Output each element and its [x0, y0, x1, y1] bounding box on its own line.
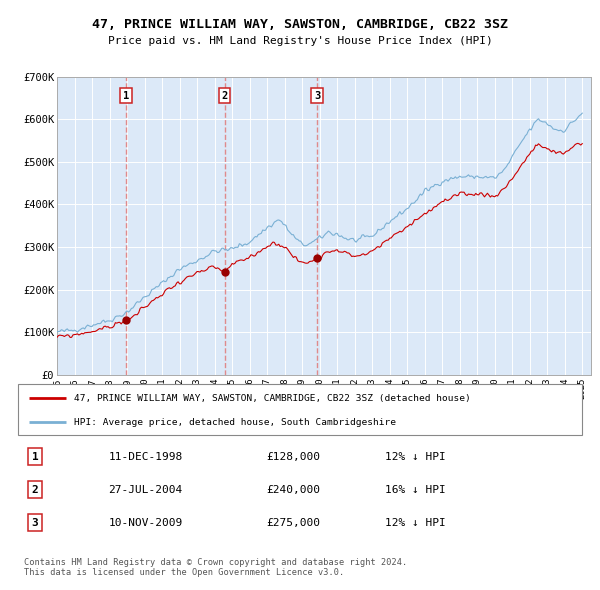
Text: 2: 2 — [32, 485, 38, 494]
Text: 47, PRINCE WILLIAM WAY, SAWSTON, CAMBRIDGE, CB22 3SZ (detached house): 47, PRINCE WILLIAM WAY, SAWSTON, CAMBRID… — [74, 394, 471, 402]
Text: 27-JUL-2004: 27-JUL-2004 — [108, 485, 182, 494]
Text: 3: 3 — [314, 91, 320, 101]
Text: 3: 3 — [32, 518, 38, 528]
Text: £275,000: £275,000 — [266, 518, 320, 528]
Text: 1: 1 — [123, 91, 129, 101]
Text: 47, PRINCE WILLIAM WAY, SAWSTON, CAMBRIDGE, CB22 3SZ: 47, PRINCE WILLIAM WAY, SAWSTON, CAMBRID… — [92, 18, 508, 31]
Text: £128,000: £128,000 — [266, 451, 320, 461]
Text: 12% ↓ HPI: 12% ↓ HPI — [385, 518, 445, 528]
Text: 10-NOV-2009: 10-NOV-2009 — [108, 518, 182, 528]
Text: 2: 2 — [221, 91, 227, 101]
Text: 12% ↓ HPI: 12% ↓ HPI — [385, 451, 445, 461]
Text: 1: 1 — [32, 451, 38, 461]
Text: Contains HM Land Registry data © Crown copyright and database right 2024.
This d: Contains HM Land Registry data © Crown c… — [24, 558, 407, 577]
Text: HPI: Average price, detached house, South Cambridgeshire: HPI: Average price, detached house, Sout… — [74, 418, 397, 427]
Text: £240,000: £240,000 — [266, 485, 320, 494]
Text: 16% ↓ HPI: 16% ↓ HPI — [385, 485, 445, 494]
Text: 11-DEC-1998: 11-DEC-1998 — [108, 451, 182, 461]
FancyBboxPatch shape — [18, 384, 582, 435]
Text: Price paid vs. HM Land Registry's House Price Index (HPI): Price paid vs. HM Land Registry's House … — [107, 37, 493, 46]
